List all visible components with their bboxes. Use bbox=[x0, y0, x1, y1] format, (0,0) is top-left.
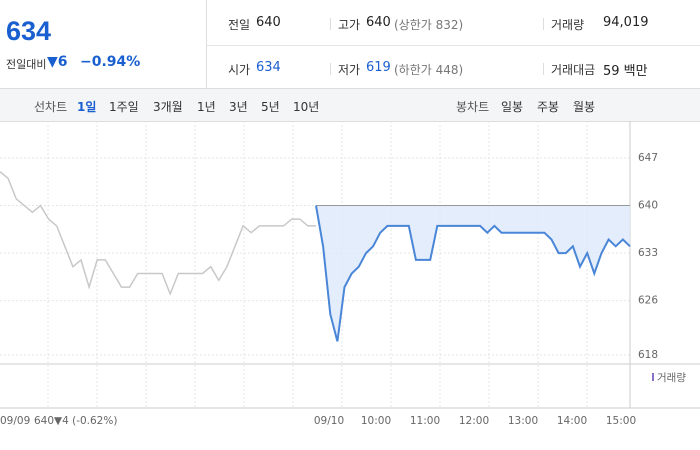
stat-sep bbox=[543, 18, 544, 30]
stat-label: 거래대금 bbox=[551, 63, 596, 77]
prev-change: ▼4 (-0.62%) bbox=[54, 415, 117, 427]
stat-note: (상한가 832) bbox=[394, 18, 464, 32]
stat-label: 고가 bbox=[338, 18, 361, 32]
stat-label: 전일 bbox=[228, 18, 251, 32]
x-tick-label: 10:00 bbox=[361, 415, 391, 427]
tab-group-label: 봉차트 bbox=[456, 100, 490, 114]
y-tick-label: 633 bbox=[638, 247, 658, 259]
stat-note: (하한가 448) bbox=[394, 63, 464, 77]
x-tick-label: 12:00 bbox=[459, 415, 489, 427]
change-pct: −0.94% bbox=[80, 54, 141, 70]
stat-value: 640 bbox=[366, 15, 391, 30]
stat-sep bbox=[330, 63, 331, 75]
stat-label: 시가 bbox=[228, 63, 251, 77]
legend-swatch bbox=[652, 373, 654, 381]
stat-label: 거래량 bbox=[551, 18, 585, 32]
legend-label: 거래량 bbox=[657, 372, 686, 384]
price-line bbox=[0, 171, 316, 296]
stat-value: 59 백만 bbox=[603, 64, 648, 79]
summary-panel bbox=[0, 0, 207, 88]
y-tick-label: 647 bbox=[638, 152, 658, 164]
stat-sep bbox=[543, 63, 544, 75]
tab[interactable]: 3년 bbox=[229, 100, 248, 114]
tab[interactable]: 월봉 bbox=[573, 100, 596, 114]
divider bbox=[206, 45, 700, 46]
tab[interactable]: 주봉 bbox=[537, 100, 560, 114]
stat-sep bbox=[330, 18, 331, 30]
x-tick-label: 15:00 bbox=[606, 415, 636, 427]
price-line bbox=[315, 205, 631, 342]
tab[interactable]: 1일 bbox=[77, 100, 97, 114]
tab[interactable]: 3개월 bbox=[153, 100, 183, 114]
stat-value: 94,019 bbox=[603, 15, 649, 30]
area bbox=[316, 205, 630, 342]
tab[interactable]: 일봉 bbox=[501, 100, 524, 114]
tab[interactable]: 1주일 bbox=[109, 100, 139, 114]
tab-group-label: 선차트 bbox=[34, 100, 68, 114]
stat-value: 619 bbox=[366, 60, 391, 75]
tab-bar: 선차트 1일 1주일 3개월 1년 3년 5년 10년 봉차트 일봉 주봉 월봉 bbox=[0, 88, 700, 122]
stat-value: 634 bbox=[256, 60, 281, 75]
y-tick-label: 618 bbox=[638, 349, 658, 361]
x-tick-label: 14:00 bbox=[557, 415, 587, 427]
stat-label: 저가 bbox=[338, 63, 361, 77]
x-tick-label: 11:00 bbox=[410, 415, 440, 427]
tab[interactable]: 10년 bbox=[293, 100, 320, 114]
chart: 647 640 633 626 618 거래량 09/10 10:00 11:00 12:00 13… bbox=[0, 121, 700, 427]
change: ▼6 bbox=[47, 54, 68, 70]
x-tick-label: 09/10 bbox=[314, 415, 344, 427]
x-tick-label: 13:00 bbox=[508, 415, 538, 427]
y-tick-label: 626 bbox=[638, 295, 658, 307]
prev-date: 09/09 bbox=[0, 415, 30, 427]
y-tick-label: 640 bbox=[638, 200, 658, 212]
tab[interactable]: 1년 bbox=[197, 100, 216, 114]
stat-value: 640 bbox=[256, 15, 281, 30]
current-price: 634 bbox=[6, 16, 52, 46]
prev-price: 640 bbox=[34, 415, 54, 427]
tab[interactable]: 5년 bbox=[261, 100, 280, 114]
change-label: 전일대비 bbox=[6, 58, 47, 71]
